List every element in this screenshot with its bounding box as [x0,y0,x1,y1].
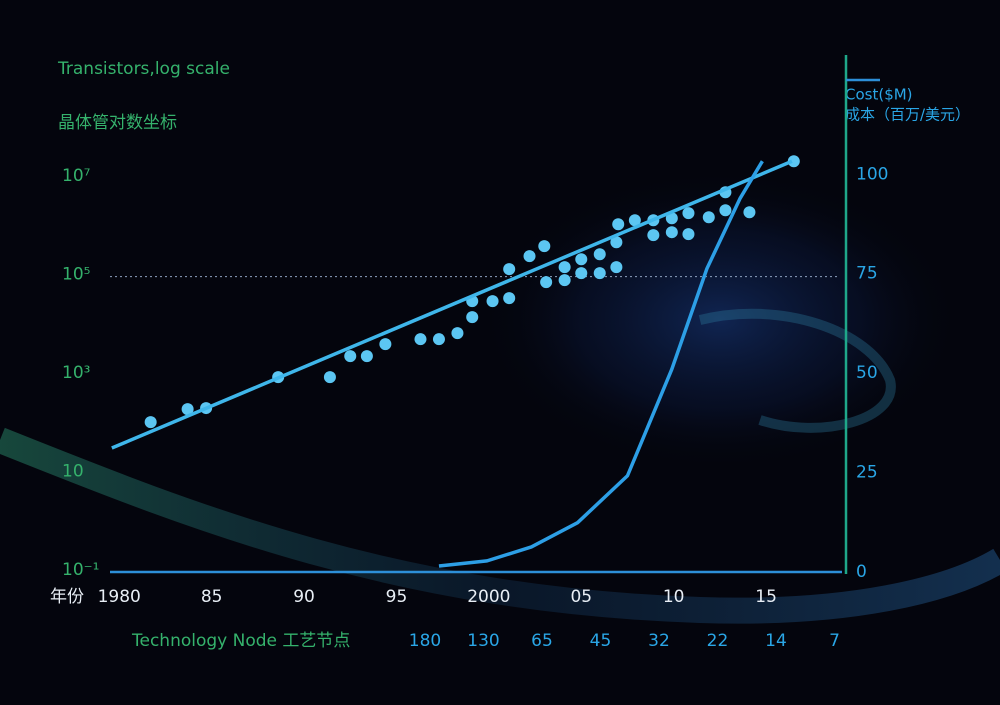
point [702,211,715,224]
decor-band [0,427,1000,624]
point [647,229,660,242]
x-tick-label: 2000 [467,587,510,607]
point [682,207,695,220]
point [610,261,623,274]
point [360,350,373,363]
point [628,214,641,227]
point [719,204,732,217]
point [538,240,551,253]
y2-tick-label: 25 [856,463,878,483]
point [682,228,695,241]
point [503,263,516,276]
x-tick-label: 05 [570,587,592,607]
x-tick-label: 15 [755,587,777,607]
y2-tick-label: 50 [856,363,878,383]
point [575,253,588,266]
point [610,236,623,249]
point [451,327,464,340]
point [344,350,357,363]
x-tick-label: 95 [386,587,408,607]
point [181,403,194,416]
point [787,155,800,168]
x-tick-label: 90 [293,587,315,607]
point [540,276,553,289]
decor-swirl [480,170,960,470]
tech-node-value: 180 [409,631,441,651]
point [523,250,536,263]
decor-swirl-arc [698,308,896,433]
x-tick-label: 85 [201,587,223,607]
tech-node-value: 32 [648,631,670,651]
y-tick-label: 10⁻¹ [62,560,99,580]
point [593,248,606,261]
line [111,159,793,450]
point [486,295,499,308]
point [379,338,392,351]
x-axis-label: 年份 [50,587,84,607]
y2-subtitle: 成本（百万/美元） [845,106,970,124]
y-tick-label: 10 [62,462,84,482]
y-tick-label: 10³ [62,363,90,383]
y2-tick-label: 100 [856,164,888,184]
x-tick-label: 1980 [98,587,141,607]
tech-node-value: 130 [467,631,499,651]
y2-tick-label: 0 [856,562,867,582]
chart-subtitle: 晶体管对数坐标 [58,113,177,133]
x-tick-label: 10 [663,587,685,607]
point [665,226,678,239]
tech-node-value: 45 [590,631,612,651]
point [503,292,516,305]
point [575,267,588,280]
point [432,333,445,346]
point [323,371,336,384]
tech-node-value: 7 [829,631,840,651]
point [144,416,157,429]
point [558,274,571,287]
y-tick-label: 10⁷ [62,166,91,186]
point [466,311,479,324]
tech-node-value: 65 [531,631,553,651]
y2-title: Cost($M) [845,86,913,104]
point [414,333,427,346]
chart-title: Transistors,log scale [57,59,230,79]
tech-node-value: 22 [707,631,729,651]
point [593,267,606,280]
tech-node-label: Technology Node 工艺节点 [131,631,350,651]
point [558,261,571,274]
tech-node-value: 14 [765,631,787,651]
point [612,218,625,231]
line [438,160,764,568]
y-tick-label: 10⁵ [62,265,90,285]
point [743,206,756,219]
y2-tick-label: 75 [856,264,878,284]
point [665,212,678,225]
